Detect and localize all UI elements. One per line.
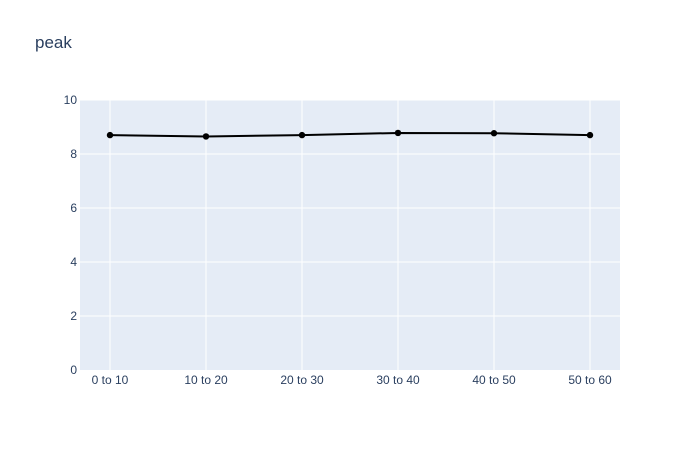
data-point[interactable] — [586, 131, 594, 139]
gridlines — [80, 99, 620, 370]
y-tick-label: 10 — [64, 93, 78, 107]
y-tick-label: 2 — [70, 309, 77, 323]
x-tick-label: 50 to 60 — [568, 373, 612, 387]
y-tick-label: 6 — [70, 201, 77, 215]
y-tick-label: 0 — [70, 363, 77, 377]
series-layer — [106, 129, 594, 140]
plot-background — [80, 100, 620, 370]
y-tick-label: 4 — [70, 255, 77, 269]
data-point[interactable] — [394, 129, 402, 137]
x-tick-label: 10 to 20 — [184, 373, 228, 387]
y-tick-label: 8 — [70, 147, 77, 161]
chart-title: peak — [35, 33, 72, 52]
x-tick-label: 0 to 10 — [92, 373, 129, 387]
series-line — [109, 131, 591, 138]
data-point[interactable] — [490, 130, 498, 137]
data-point[interactable] — [298, 131, 306, 139]
data-point[interactable] — [106, 131, 114, 139]
x-tick-label: 20 to 30 — [280, 373, 324, 387]
data-point[interactable] — [202, 133, 210, 140]
x-tick-label: 40 to 50 — [472, 373, 516, 387]
x-tick-label: 30 to 40 — [376, 373, 420, 387]
axis-ticks: 0 2 4 6 8 10 0 to 10 10 to 20 20 to 30 30 to 40 40… — [64, 93, 612, 387]
